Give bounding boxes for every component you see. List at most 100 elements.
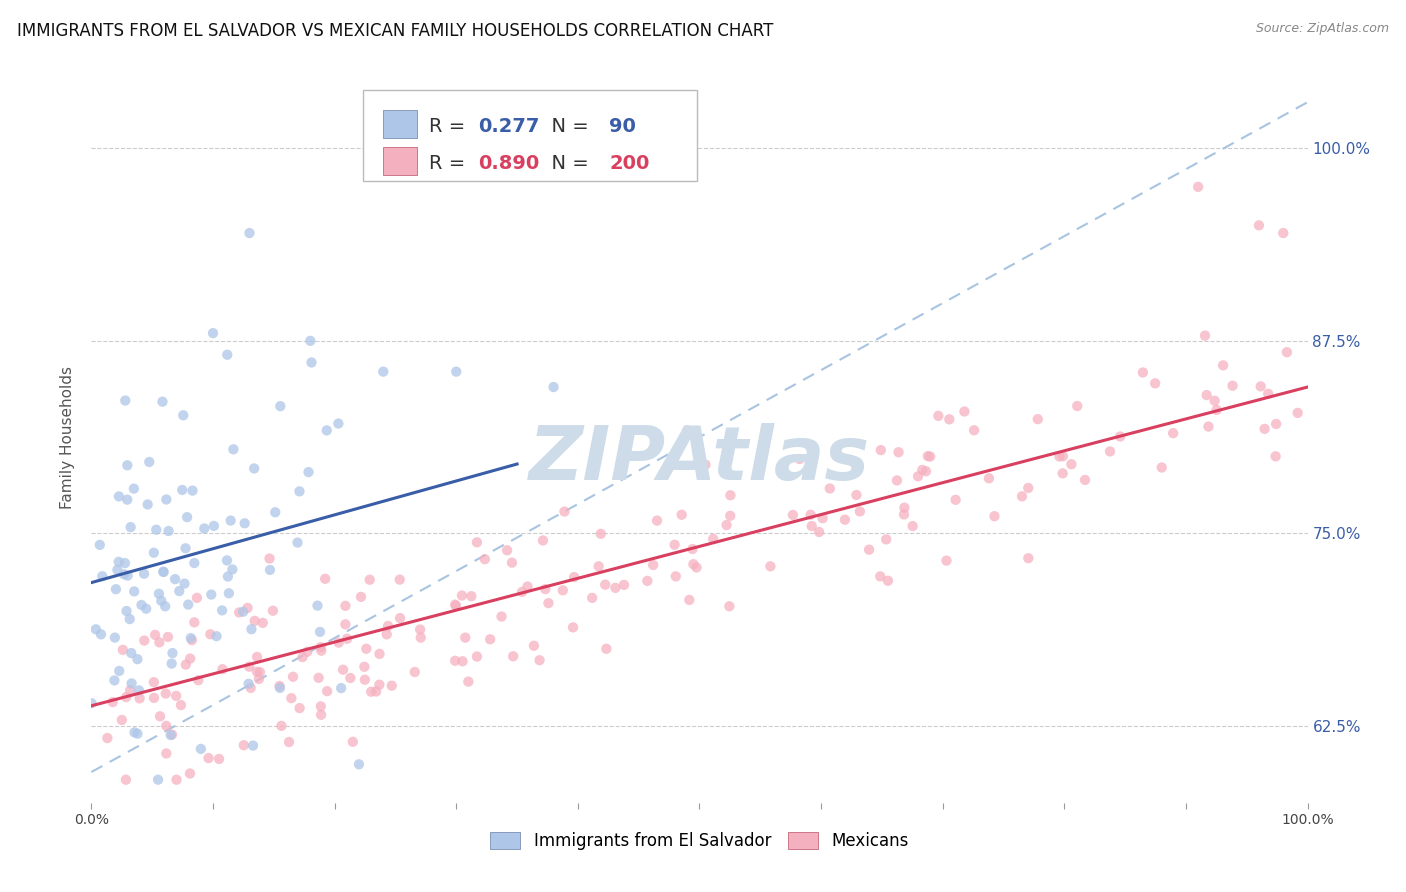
- Point: [451, 589, 474, 603]
- Point: [115, 772, 138, 787]
- Point: [1098, 444, 1121, 458]
- Point: [308, 671, 330, 685]
- Point: [718, 508, 741, 523]
- Point: [242, 739, 264, 753]
- Point: [589, 526, 612, 541]
- Point: [953, 404, 976, 418]
- Point: [143, 628, 166, 642]
- Point: [1161, 426, 1184, 441]
- Point: [288, 484, 311, 499]
- Point: [444, 654, 467, 668]
- Point: [510, 585, 533, 599]
- Point: [893, 508, 915, 522]
- Point: [818, 482, 841, 496]
- Point: [287, 535, 309, 549]
- Point: [128, 683, 150, 698]
- Point: [103, 673, 125, 688]
- Point: [127, 652, 149, 666]
- Point: [262, 604, 284, 618]
- Point: [935, 553, 957, 567]
- Text: Source: ZipAtlas.com: Source: ZipAtlas.com: [1256, 22, 1389, 36]
- Point: [297, 465, 319, 479]
- Point: [152, 565, 174, 579]
- Point: [159, 728, 181, 742]
- Point: [1275, 345, 1298, 359]
- FancyBboxPatch shape: [363, 90, 697, 181]
- Point: [222, 442, 245, 457]
- Point: [1052, 467, 1074, 481]
- Point: [278, 735, 301, 749]
- Point: [1212, 359, 1234, 373]
- Text: R =: R =: [429, 154, 472, 173]
- Point: [238, 659, 260, 673]
- Text: 200: 200: [609, 154, 650, 173]
- Point: [186, 591, 208, 605]
- Point: [375, 627, 398, 641]
- Legend: Immigrants from El Salvador, Mexicans: Immigrants from El Salvador, Mexicans: [484, 825, 915, 856]
- Point: [671, 508, 693, 522]
- Point: [288, 701, 311, 715]
- Text: IMMIGRANTS FROM EL SALVADOR VS MEXICAN FAMILY HOUSEHOLDS CORRELATION CHART: IMMIGRANTS FROM EL SALVADOR VS MEXICAN F…: [17, 22, 773, 40]
- Point: [457, 674, 479, 689]
- Point: [120, 520, 142, 534]
- Point: [264, 505, 287, 519]
- Point: [353, 673, 375, 687]
- Point: [91, 569, 114, 583]
- Point: [1047, 450, 1070, 464]
- Point: [491, 609, 513, 624]
- Point: [179, 651, 201, 665]
- Point: [388, 573, 411, 587]
- Point: [115, 492, 138, 507]
- Point: [160, 728, 183, 742]
- Point: [172, 483, 194, 497]
- Point: [155, 492, 177, 507]
- Point: [800, 519, 823, 533]
- FancyBboxPatch shape: [384, 147, 418, 175]
- Point: [193, 521, 215, 535]
- Point: [316, 684, 339, 698]
- Point: [131, 598, 153, 612]
- Point: [938, 412, 960, 426]
- Point: [138, 455, 160, 469]
- Point: [718, 599, 741, 614]
- Point: [593, 577, 616, 591]
- Point: [259, 563, 281, 577]
- Point: [200, 588, 222, 602]
- Point: [233, 516, 256, 531]
- Point: [1150, 460, 1173, 475]
- Point: [676, 423, 699, 437]
- FancyBboxPatch shape: [384, 111, 418, 138]
- Text: 90: 90: [609, 118, 637, 136]
- Point: [172, 409, 194, 423]
- Point: [238, 677, 260, 691]
- Point: [887, 445, 910, 459]
- Point: [155, 719, 177, 733]
- Point: [309, 699, 332, 714]
- Point: [218, 586, 240, 600]
- Point: [330, 681, 353, 695]
- Point: [174, 541, 197, 556]
- Point: [142, 546, 165, 560]
- Point: [613, 578, 636, 592]
- Point: [136, 498, 159, 512]
- Point: [886, 474, 908, 488]
- Point: [444, 598, 467, 612]
- Point: [118, 612, 141, 626]
- Point: [682, 558, 704, 572]
- Point: [205, 629, 228, 643]
- Point: [180, 633, 202, 648]
- Point: [339, 671, 361, 685]
- Point: [335, 599, 357, 613]
- Point: [155, 686, 177, 700]
- Point: [105, 563, 128, 577]
- Text: N =: N =: [538, 118, 595, 136]
- Point: [246, 665, 269, 679]
- Point: [800, 508, 823, 522]
- Point: [368, 678, 391, 692]
- Point: [202, 519, 225, 533]
- Point: [169, 584, 191, 599]
- Point: [128, 691, 150, 706]
- Point: [845, 488, 868, 502]
- Point: [280, 691, 302, 706]
- Point: [232, 738, 254, 752]
